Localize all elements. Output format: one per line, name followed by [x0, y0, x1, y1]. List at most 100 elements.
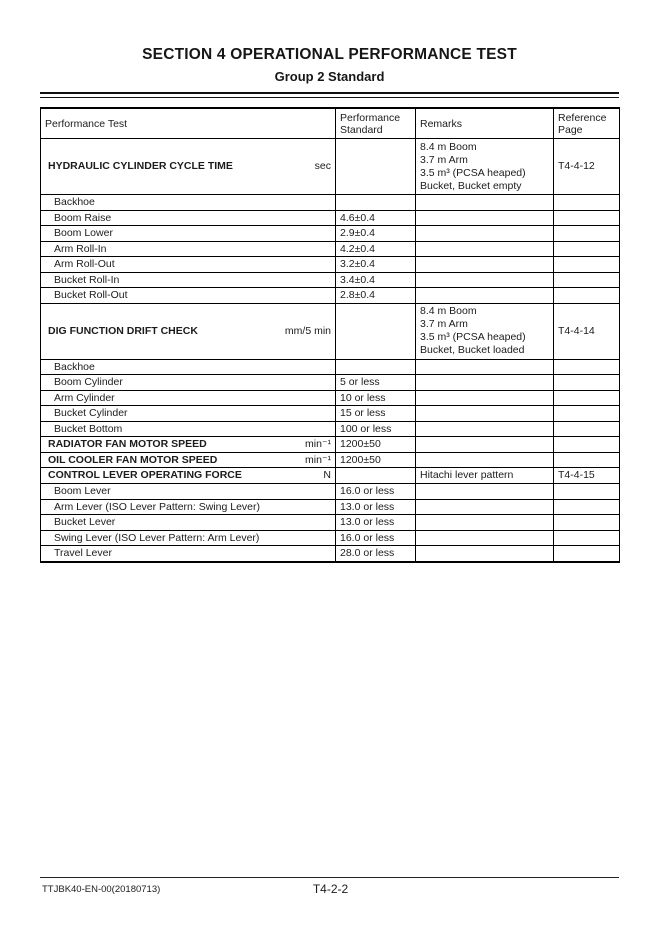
cell-remarks	[415, 225, 554, 242]
cell-standard	[335, 302, 416, 360]
footer-divider	[40, 877, 619, 878]
table-row: OIL COOLER FAN MOTOR SPEED min⁻¹ 1200±50	[40, 451, 620, 468]
test-name: CONTROL LEVER OPERATING FORCE	[48, 469, 242, 482]
test-name: HYDRAULIC CYLINDER CYCLE TIME	[48, 160, 233, 173]
cell-reference	[553, 436, 620, 453]
cell-reference	[553, 498, 620, 515]
test-name: Arm Roll-In	[54, 242, 107, 255]
table-row: Bucket Bottom 100 or less	[40, 420, 620, 437]
cell-standard: 100 or less	[335, 420, 416, 437]
table-row: Arm Roll-In 4.2±0.4	[40, 240, 620, 257]
table-row: Boom Raise 4.6±0.4	[40, 209, 620, 226]
test-name: Bucket Roll-Out	[54, 289, 128, 301]
cell-remarks	[415, 405, 554, 422]
cell-remarks: Hitachi lever pattern	[415, 467, 554, 484]
test-name: Boom Lower	[54, 227, 113, 239]
table-row: DIG FUNCTION DRIFT CHECK mm/5 min 8.4 m B…	[40, 302, 620, 360]
test-name: Bucket Roll-In	[54, 273, 120, 286]
table-row: Bucket Cylinder 15 or less	[40, 405, 620, 422]
cell-reference	[553, 405, 620, 422]
cell-standard: 16.0 or less	[335, 529, 416, 546]
cell-reference	[553, 287, 620, 304]
cell-standard: 15 or less	[335, 405, 416, 422]
cell-standard	[335, 138, 416, 195]
cell-remarks	[415, 256, 554, 273]
column-header-remarks: Remarks	[415, 107, 554, 139]
cell-standard: 4.6±0.4	[335, 209, 416, 226]
cell-standard: 3.2±0.4	[335, 256, 416, 273]
cell-reference: T4-4-12	[553, 138, 620, 195]
column-header-performance-standard: Performance Standard	[335, 107, 416, 139]
cell-remarks	[415, 389, 554, 406]
table-row: Backhoe	[40, 358, 620, 375]
cell-standard: 2.9±0.4	[335, 225, 416, 242]
column-header-performance-test: Performance Test	[40, 107, 336, 139]
cell-standard	[335, 467, 416, 484]
cell-reference	[553, 240, 620, 257]
cell-reference	[553, 529, 620, 546]
cell-remarks	[415, 240, 554, 257]
cell-standard: 1200±50	[335, 451, 416, 468]
cell-remarks	[415, 358, 554, 375]
test-name: Arm Roll-Out	[54, 258, 115, 270]
column-header-reference-page: Reference Page	[553, 107, 620, 139]
cell-reference: T4-4-14	[553, 302, 620, 360]
cell-standard: 13.0 or less	[335, 514, 416, 531]
cell-remarks	[415, 498, 554, 515]
table-row: Arm Roll-Out 3.2±0.4	[40, 256, 620, 273]
cell-remarks	[415, 374, 554, 391]
test-name: DIG FUNCTION DRIFT CHECK	[48, 324, 198, 337]
page-number: T4-2-2	[312, 882, 349, 896]
test-name: Boom Cylinder	[54, 376, 123, 388]
cell-standard: 2.8±0.4	[335, 287, 416, 304]
test-unit: N	[323, 469, 331, 482]
cell-remarks	[415, 271, 554, 288]
cell-remarks	[415, 483, 554, 500]
page-title: SECTION 4 OPERATIONAL PERFORMANCE TEST	[142, 46, 517, 63]
table-row: Bucket Roll-In 3.4±0.4	[40, 271, 620, 288]
cell-reference	[553, 420, 620, 437]
cell-remarks	[415, 514, 554, 531]
test-name: OIL COOLER FAN MOTOR SPEED	[48, 453, 218, 466]
cell-standard: 16.0 or less	[335, 483, 416, 500]
table-row: Boom Lever 16.0 or less	[40, 483, 620, 500]
cell-reference	[553, 483, 620, 500]
cell-remarks	[415, 529, 554, 546]
cell-remarks: 8.4 m Boom 3.7 m Arm 3.5 m³ (PCSA heaped…	[415, 138, 554, 195]
test-name: Swing Lever (ISO Lever Pattern: Arm Leve…	[54, 531, 260, 544]
test-name: Travel Lever	[54, 547, 112, 559]
table-row: CONTROL LEVER OPERATING FORCE N Hitachi l…	[40, 467, 620, 484]
table-row: HYDRAULIC CYLINDER CYCLE TIME sec 8.4 m B…	[40, 138, 620, 195]
test-name: Arm Cylinder	[54, 391, 115, 404]
test-unit: mm/5 min	[284, 324, 331, 337]
test-name: RADIATOR FAN MOTOR SPEED	[48, 438, 207, 450]
cell-reference	[553, 545, 620, 562]
test-name: Boom Raise	[54, 211, 112, 224]
cell-remarks	[415, 545, 554, 562]
cell-standard: 4.2±0.4	[335, 240, 416, 257]
cell-standard: 1200±50	[335, 436, 416, 453]
cell-remarks	[415, 436, 554, 453]
test-name: Backhoe	[54, 196, 95, 208]
cell-reference	[553, 271, 620, 288]
table-row: Travel Lever 28.0 or less	[40, 545, 620, 562]
test-unit: sec	[314, 160, 331, 173]
cell-standard: 5 or less	[335, 374, 416, 391]
cell-reference	[553, 514, 620, 531]
table-row: Bucket Lever 13.0 or less	[40, 514, 620, 531]
cell-remarks	[415, 287, 554, 304]
cell-standard: 3.4±0.4	[335, 271, 416, 288]
document-number: TTJBK40-EN-00(20180713)	[42, 884, 161, 895]
table-row: Boom Lower 2.9±0.4	[40, 225, 620, 242]
table-row: Arm Lever (ISO Lever Pattern: Swing Leve…	[40, 498, 620, 515]
test-name: Boom Lever	[54, 485, 111, 497]
cell-standard: 13.0 or less	[335, 498, 416, 515]
table-row: Swing Lever (ISO Lever Pattern: Arm Leve…	[40, 529, 620, 546]
group-subtitle: Group 2 Standard	[274, 69, 385, 84]
cell-reference	[553, 451, 620, 468]
test-name: Arm Lever (ISO Lever Pattern: Swing Leve…	[54, 500, 260, 513]
cell-reference	[553, 358, 620, 375]
cell-reference	[553, 209, 620, 226]
test-name: Backhoe	[54, 360, 95, 373]
cell-reference: T4-4-15	[553, 467, 620, 484]
